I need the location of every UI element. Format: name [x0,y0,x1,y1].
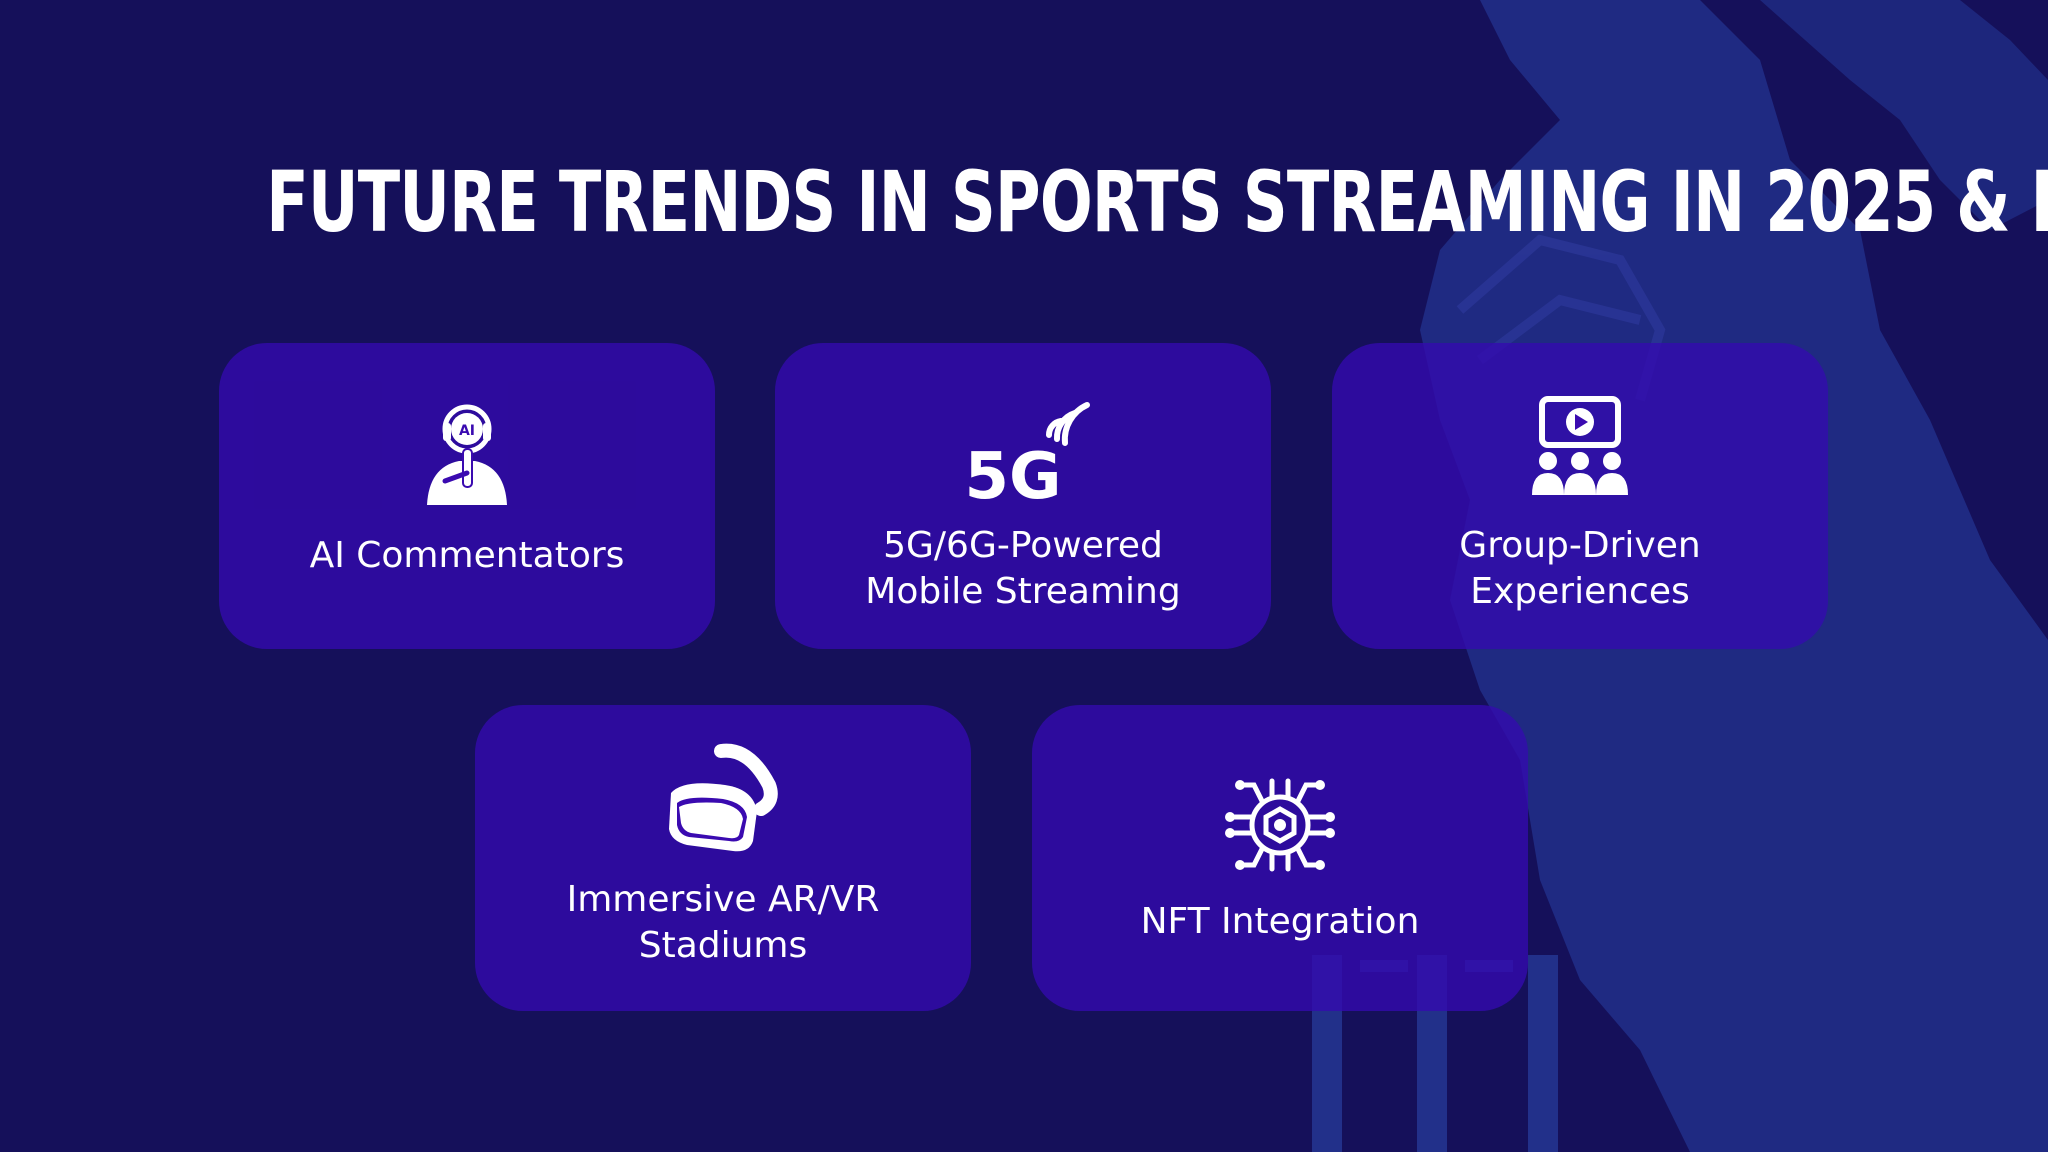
5g-signal-icon: 5G [953,391,1093,511]
ai-commentator-icon: AI [397,395,537,515]
trend-card-label: NFT Integration [1140,901,1420,942]
group-watch-icon [1510,391,1650,511]
trend-card-ai-commentators: AI AI Commentators [219,343,715,649]
trend-card-ar-vr-stadiums: Immersive AR/VR Stadiums [475,705,971,1011]
trend-card-label: Immersive AR/VR Stadiums [566,879,880,966]
svg-text:5G: 5G [964,440,1061,511]
trend-card-label: Group-Driven Experiences [1459,525,1701,612]
trend-card-label: 5G/6G-Powered Mobile Streaming [865,525,1181,612]
trend-card-5g-streaming: 5G 5G/6G-Powered Mobile Streaming [775,343,1271,649]
trend-card-group-experiences: Group-Driven Experiences [1332,343,1828,649]
trend-card-label: AI Commentators [309,535,625,576]
nft-chip-icon [1210,765,1350,885]
svg-text:AI: AI [459,423,475,439]
page-title: FUTURE TRENDS IN SPORTS STREAMING IN 202… [266,153,2048,251]
trend-card-nft-integration: NFT Integration [1032,705,1528,1011]
vr-headset-icon [653,741,793,861]
